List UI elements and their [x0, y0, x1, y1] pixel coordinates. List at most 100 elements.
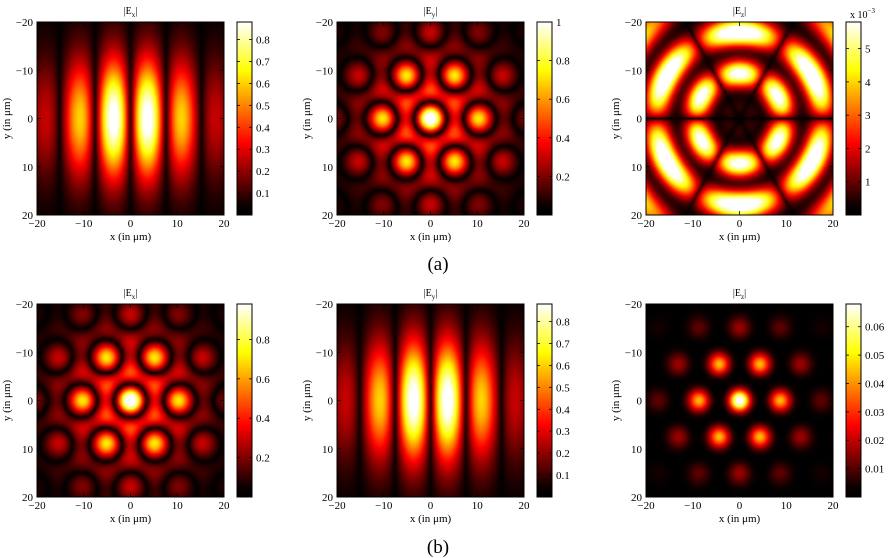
x-tick-label: 0: [128, 500, 134, 512]
row-label-b: (b): [427, 537, 449, 558]
panel-title: |Ex|: [124, 6, 138, 19]
x-tick-label: 20: [219, 500, 231, 512]
colorbar-tick-label: 0.1: [556, 470, 570, 482]
x-axis-label: x (in μm): [110, 231, 152, 243]
panel-title: |Ey|: [424, 288, 438, 301]
colorbar-tick-label: 0.7: [256, 56, 270, 68]
heatmap-image: [37, 22, 224, 215]
heatmap-panel: |Ez| −20 −20 −10 −10 0 0 10 10 20 20 x (in μm) y (in…: [610, 288, 885, 525]
panel-title: |Ez|: [733, 6, 746, 19]
colorbar-tick-label: 0.6: [256, 374, 270, 386]
panel-title: |Ex|: [124, 288, 138, 301]
colorbar-tick-label: 0.6: [556, 360, 570, 372]
x-tick-label: 20: [828, 500, 840, 512]
x-tick-label: −20: [637, 218, 655, 230]
panel-title: |Ey|: [424, 6, 438, 19]
x-axis-label: x (in μm): [110, 513, 152, 525]
y-tick-label: 10: [631, 162, 643, 174]
colorbar-tick-label: 0.8: [556, 317, 570, 329]
x-tick-label: 10: [172, 500, 184, 512]
y-tick-label: 10: [631, 444, 643, 456]
x-tick-label: 20: [828, 218, 840, 230]
heatmap-image: [646, 22, 833, 215]
row-label-a: (a): [427, 254, 448, 275]
colorbar-tick-label: 0.2: [556, 171, 570, 183]
colorbar-tick-label: 0.1: [256, 188, 270, 200]
x-tick-label: −10: [375, 500, 393, 512]
colorbar-tick-label: 0.01: [865, 464, 884, 476]
heatmap-image: [646, 304, 833, 497]
y-tick-label: −10: [16, 347, 34, 359]
y-tick-label: 10: [22, 162, 34, 174]
x-tick-label: 0: [737, 500, 743, 512]
colorbar: [536, 21, 553, 216]
colorbar-tick-label: 0.8: [256, 334, 270, 346]
x-tick-label: −20: [328, 500, 346, 512]
colorbar-tick-label: 0.3: [556, 426, 570, 438]
y-axis-label: y (in μm): [610, 379, 622, 421]
heatmap-panel: |Ey| −20 −20 −10 −10 0 0 10 10 20 20 x (in μm) y (in…: [301, 288, 570, 525]
colorbar-tick-label: 5: [865, 44, 871, 56]
y-tick-label: −20: [16, 17, 34, 29]
y-tick-label: 0: [28, 396, 34, 408]
heatmap-panel: |Ey| −20 −20 −10 −10 0 0 10 10 20 20 x (in μm) y (in…: [301, 6, 570, 243]
y-tick-label: −10: [316, 347, 334, 359]
heatmap-image: [37, 304, 224, 497]
x-tick-label: 0: [737, 218, 743, 230]
y-axis-label: y (in μm): [1, 97, 13, 139]
colorbar-tick-label: 0.02: [865, 435, 884, 447]
colorbar-tick-label: 0.4: [256, 122, 270, 134]
x-tick-label: 10: [172, 218, 184, 230]
x-tick-label: 0: [128, 218, 134, 230]
y-tick-label: 20: [322, 492, 334, 504]
x-tick-label: 20: [519, 500, 531, 512]
y-tick-label: −10: [16, 65, 34, 77]
colorbar-tick-label: 1: [865, 177, 871, 189]
y-tick-label: 10: [322, 162, 334, 174]
colorbar-tick-label: 2: [865, 143, 871, 155]
y-tick-label: 10: [22, 444, 34, 456]
y-tick-label: −20: [316, 299, 334, 311]
colorbar-tick-label: 0.03: [865, 407, 885, 419]
colorbar-tick-label: 0.5: [256, 100, 270, 112]
colorbar-tick-label: 0.2: [256, 166, 270, 178]
x-tick-label: −20: [28, 500, 46, 512]
colorbar: [236, 21, 253, 216]
x-axis-label: x (in μm): [719, 231, 761, 243]
colorbar-tick-label: 0.6: [556, 94, 570, 106]
colorbar-tick-label: 0.06: [865, 322, 885, 334]
y-tick-label: 0: [328, 114, 334, 126]
y-tick-label: 10: [322, 444, 334, 456]
x-tick-label: −20: [637, 500, 655, 512]
heatmap-panel: |Ex| −20 −20 −10 −10 0 0 10 10 20 20 x (in μm) y (in…: [1, 288, 270, 525]
colorbar: [536, 303, 553, 498]
y-axis-label: y (in μm): [1, 379, 13, 421]
panel-title: |Ez|: [733, 288, 746, 301]
colorbar-tick-label: 0.4: [256, 413, 270, 425]
colorbar-tick-label: 0.4: [556, 404, 570, 416]
colorbar: [236, 303, 253, 498]
y-tick-label: −20: [16, 299, 34, 311]
x-axis-label: x (in μm): [719, 513, 761, 525]
x-tick-label: −10: [684, 218, 702, 230]
y-tick-label: 20: [22, 210, 34, 222]
colorbar-exponent: x 10−3: [850, 7, 875, 21]
y-tick-label: 20: [22, 492, 34, 504]
heatmap-panel: |Ex| −20 −20 −10 −10 0 0 10 10 20 20 x (in μm) y (in…: [1, 6, 270, 243]
colorbar-tick-label: 0.4: [556, 133, 570, 145]
x-tick-label: −10: [684, 500, 702, 512]
colorbar-tick-label: 0.7: [556, 338, 570, 350]
y-tick-label: −10: [625, 347, 643, 359]
y-tick-label: −20: [316, 17, 334, 29]
heatmap-image: [337, 304, 524, 497]
y-tick-label: 20: [631, 210, 643, 222]
colorbar: [845, 303, 862, 498]
x-tick-label: 20: [219, 218, 231, 230]
x-tick-label: 10: [472, 218, 484, 230]
x-axis-label: x (in μm): [410, 513, 452, 525]
x-tick-label: −10: [75, 218, 93, 230]
x-tick-label: 0: [428, 218, 434, 230]
y-tick-label: 0: [637, 396, 643, 408]
x-tick-label: 0: [428, 500, 434, 512]
